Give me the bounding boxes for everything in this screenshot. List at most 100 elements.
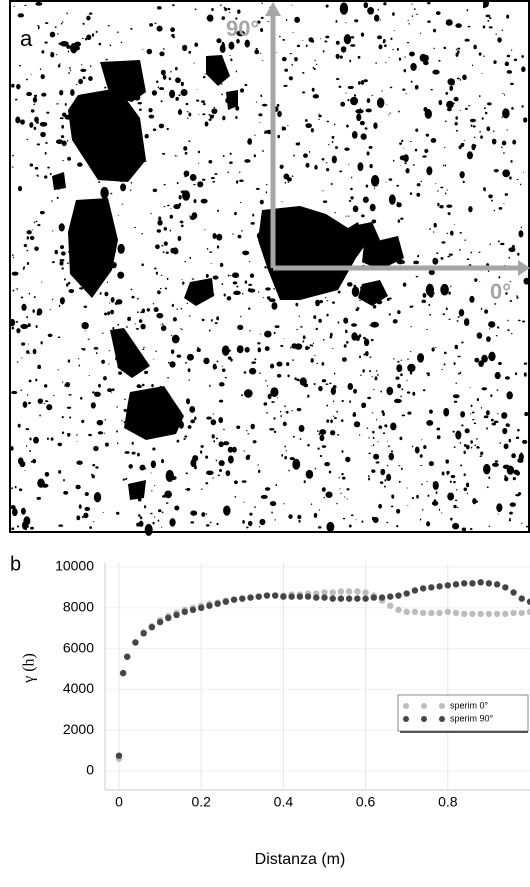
speckles [9,0,530,536]
data-point [288,593,295,600]
data-point [444,582,451,589]
data-point [444,608,451,616]
data-point [469,580,476,587]
data-point [132,639,139,646]
data-point [395,606,402,614]
data-point [255,593,262,600]
data-point [181,608,188,616]
data-point [148,623,156,631]
data-point [354,595,361,602]
data-point [345,588,353,595]
data-point [337,595,345,602]
data-point [493,610,501,618]
data-point [510,609,517,617]
data-point [239,595,246,602]
data-point [378,594,386,601]
data-point [411,587,419,594]
photo-panel: 90° 0° a [9,0,530,536]
data-point [296,593,304,600]
y-axis-label: γ (h) [21,653,38,684]
arrow-head [265,2,281,16]
legend-marker [403,703,409,709]
data-point [387,593,394,600]
data-point [198,604,205,611]
data-point [436,609,443,617]
data-point [115,752,123,759]
data-point [140,630,147,637]
y-tick-label: 0 [86,762,94,778]
data-point [452,609,460,617]
legend-label: sperim 90° [450,713,494,723]
data-point [119,669,127,677]
data-point [419,585,427,592]
data-point [485,610,493,618]
data-point [493,581,501,588]
stones [52,55,404,500]
legend-label: sperim 0° [450,700,489,710]
x-tick-label: 0 [115,794,123,810]
data-point [247,594,254,601]
legend-marker [439,703,445,709]
data-point [124,653,131,660]
panel-label: a [20,26,33,51]
data-point [502,610,509,618]
arrow-head [518,260,530,276]
data-point [518,595,525,602]
data-point [173,611,180,619]
data-point [222,598,230,605]
data-point [280,593,287,600]
data-point [436,583,443,590]
data-point [345,595,353,602]
data-point [387,602,394,609]
data-point [362,589,369,596]
data-point [526,598,530,605]
data-point [510,589,517,596]
data-point [469,610,476,618]
data-point [419,609,427,617]
x-axis-label: Distanza (m) [255,851,346,868]
y-tick-label: 4000 [63,680,94,696]
panel-label: b [10,553,21,575]
label-bg [16,26,38,52]
x-tick-label: 0.6 [356,794,376,810]
legend-marker [421,716,427,722]
data-point [304,593,312,600]
data-point [370,594,378,601]
data-point [461,580,468,587]
data-point [156,618,164,626]
data-point [403,608,410,616]
data-point [337,588,345,595]
data-point [206,602,213,609]
x-tick-label: 0.2 [191,794,211,810]
x-tick-label: 0.8 [438,794,458,810]
data-point [165,614,172,622]
angle-label: 0° [490,279,511,304]
data-point [411,608,419,616]
y-tick-label: 10000 [55,558,94,574]
data-point [354,588,361,595]
y-tick-label: 2000 [63,721,94,737]
data-point [477,610,484,618]
data-point [403,590,410,597]
y-tick-label: 8000 [63,599,94,615]
data-point [428,609,435,617]
data-point [362,595,369,602]
data-point [502,584,509,591]
legend-marker [421,703,427,709]
data-point [452,581,460,588]
data-point [461,610,468,618]
data-point [518,609,525,617]
data-point [477,579,484,586]
data-point [428,584,435,591]
data-point [526,608,530,616]
data-point [230,596,238,603]
data-point [485,580,493,587]
data-point [329,595,336,602]
legend: sperim 0° sperim 90° [397,694,529,733]
legend-marker [403,716,409,722]
data-point [321,589,328,596]
data-point [263,592,271,599]
data-point [189,606,197,614]
data-point [214,600,221,607]
y-tick-label: 6000 [63,639,94,655]
